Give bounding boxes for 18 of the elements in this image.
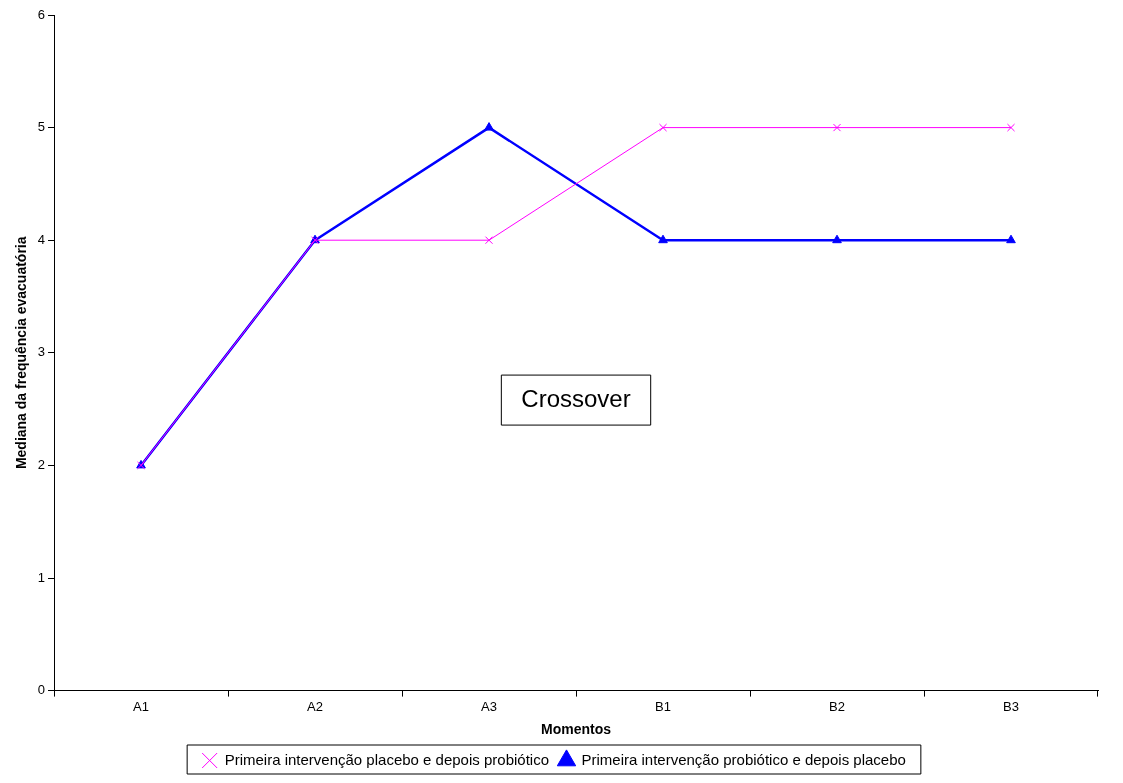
x-axis-title: Momentos (541, 721, 612, 738)
y-tick-label: 2 (37, 456, 46, 472)
annotation: Crossover (521, 384, 631, 412)
x-tick-label: B3 (1003, 698, 1019, 714)
y-tick-label: 4 (37, 231, 46, 247)
y-tick-label: 3 (37, 344, 46, 360)
y-tick-label: 0 (37, 682, 46, 698)
x-tick-label: B2 (829, 698, 845, 714)
legend-label: Primeira intervenção placebo e depois probiótico (224, 750, 550, 768)
y-tick-label: 5 (37, 119, 46, 135)
y-tick-label: 1 (37, 569, 46, 585)
x-tick-label: B1 (655, 698, 671, 714)
y-axis-title: Mediana da frequência evacuatória (13, 236, 30, 470)
y-tick-label: 6 (37, 6, 46, 22)
x-tick-label: A3 (481, 698, 497, 714)
x-tick-label: A1 (133, 698, 149, 714)
legend-label: Primeira intervenção probiótico e depois placebo (581, 750, 906, 768)
x-tick-label: A2 (307, 698, 323, 714)
